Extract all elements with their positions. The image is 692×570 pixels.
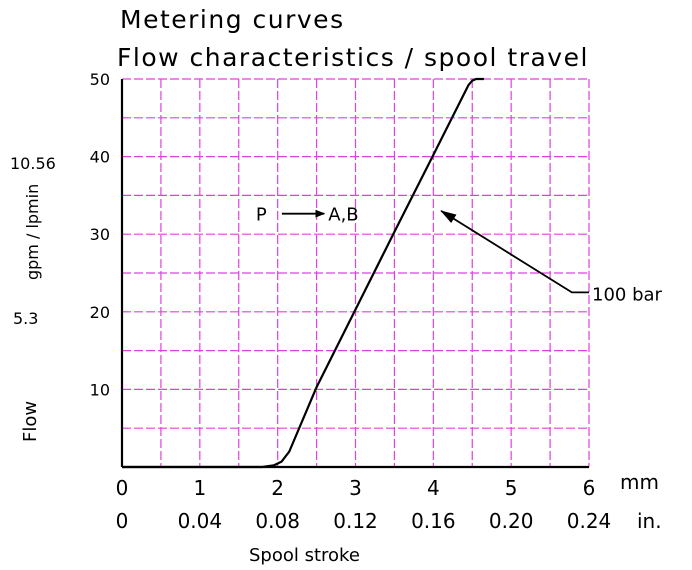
- y-tick-label: 10: [90, 380, 110, 399]
- y-axis-label: Flow: [20, 401, 41, 442]
- series: [122, 77, 484, 469]
- annotation-leader-100-bar: [440, 210, 589, 294]
- x-tick-label-inches: 0.04: [178, 509, 223, 533]
- series-line-100-bar: [122, 77, 484, 469]
- x-tick-label-inches: 0.16: [411, 509, 456, 533]
- x-unit-secondary-label: in.: [637, 509, 662, 533]
- y-tick-label: 40: [90, 148, 110, 167]
- y-tick-labels: 10 20 30 40 50: [90, 70, 110, 399]
- x-tick-label-inches: 0: [116, 509, 129, 533]
- grid: [122, 78, 590, 467]
- y-tick-label: 20: [90, 303, 110, 322]
- y-secondary-label-5-3: 5.3: [13, 309, 38, 328]
- x-tick-labels-inches: 0 0.04 0.08 0.12 0.16 0.20 0.24: [116, 509, 612, 533]
- x-tick-labels: 0 1 2 3 4 5 6: [116, 476, 596, 500]
- annotation-p: P: [256, 205, 267, 226]
- x-tick-label-inches: 0.24: [567, 509, 612, 533]
- chart-title: Metering curves: [120, 5, 345, 34]
- x-tick-label: 6: [583, 476, 596, 500]
- y-tick-label: 30: [90, 225, 110, 244]
- x-tick-label: 2: [271, 476, 284, 500]
- x-tick-label: 5: [505, 476, 518, 500]
- x-tick-label-inches: 0.08: [255, 509, 300, 533]
- x-tick-label: 0: [116, 476, 129, 500]
- y-unit-label: gpm / lpmin: [23, 184, 42, 280]
- y-tick-label: 50: [90, 70, 110, 89]
- x-tick-label-inches: 0.12: [333, 509, 378, 533]
- x-tick-label-inches: 0.20: [489, 509, 534, 533]
- annotations: P A,B 100 bar: [256, 205, 663, 306]
- x-tick-label: 4: [427, 476, 440, 500]
- annotation-a-b: A,B: [328, 205, 358, 226]
- y-secondary-label-10-56: 10.56: [10, 154, 56, 173]
- x-tick-label: 1: [193, 476, 206, 500]
- annotation-100-bar: 100 bar: [592, 284, 663, 305]
- x-tick-label: 3: [349, 476, 362, 500]
- x-axis-label: Spool stroke: [249, 545, 360, 566]
- chart-subtitle: Flow characteristics / spool travel: [117, 43, 589, 72]
- x-unit-label: mm: [620, 470, 659, 494]
